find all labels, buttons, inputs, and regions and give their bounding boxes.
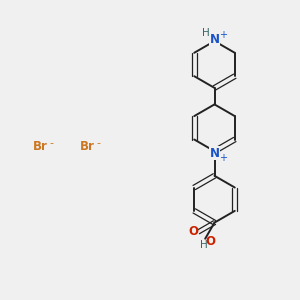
Text: -: - [96, 138, 100, 148]
Text: H: H [200, 240, 208, 250]
Text: N: N [209, 33, 220, 46]
Text: O: O [206, 235, 216, 248]
Text: -: - [50, 138, 54, 148]
Text: N: N [209, 146, 220, 160]
Text: O: O [188, 225, 198, 238]
Text: H: H [202, 28, 210, 38]
Text: +: + [219, 29, 227, 40]
Text: Br: Br [80, 140, 94, 154]
Text: Br: Br [33, 140, 48, 154]
Text: +: + [219, 153, 227, 163]
